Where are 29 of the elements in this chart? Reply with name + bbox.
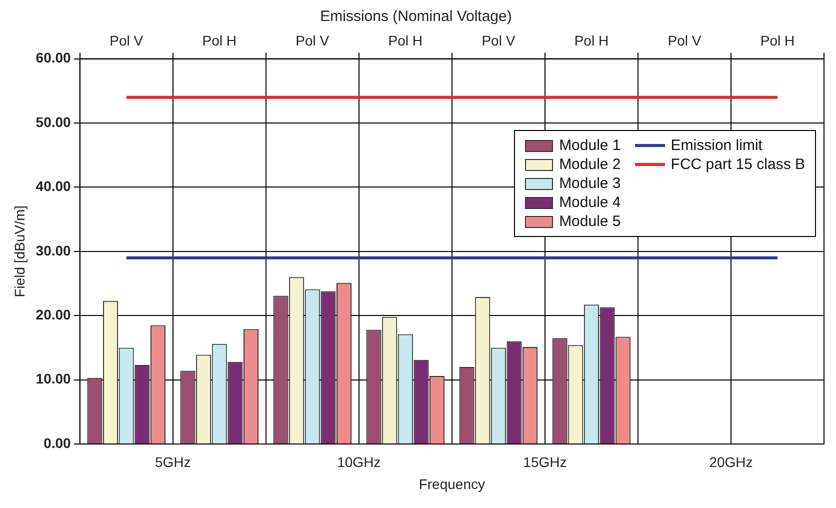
x-tick-label: Pol H bbox=[388, 32, 423, 48]
legend-label: Module 5 bbox=[559, 213, 621, 230]
x-tick-label: Pol V bbox=[296, 32, 330, 48]
x-tick-label: Pol V bbox=[668, 32, 702, 48]
y-tick-label: 0.00 bbox=[44, 434, 72, 451]
legend-label: Module 3 bbox=[559, 175, 621, 192]
text: 5GHz bbox=[154, 454, 191, 470]
y-tick-label: 60.00 bbox=[36, 50, 72, 66]
x-tick-label: Pol H bbox=[574, 32, 609, 48]
text: 10GHz bbox=[337, 454, 381, 470]
y-tick-label: 20.00 bbox=[36, 306, 72, 322]
y-tick-label: 10.00 bbox=[36, 370, 72, 387]
text: 15GHz bbox=[523, 454, 567, 470]
legend-label: Emission limit bbox=[670, 137, 762, 154]
text: 20GHz bbox=[709, 454, 753, 470]
x-tick-label: Pol V bbox=[482, 32, 516, 48]
y-axis-title: Field [dBuV/m] bbox=[11, 205, 28, 298]
legend-label: Module 4 bbox=[559, 194, 621, 211]
x-tick-label: Pol V bbox=[110, 32, 144, 48]
x-axis-title: Frequency bbox=[418, 476, 485, 492]
y-tick-label: 40.00 bbox=[36, 178, 72, 194]
legend-label: Module 2 bbox=[559, 156, 621, 173]
y-tick-label: 30.00 bbox=[36, 242, 72, 258]
x-tick-label: Pol H bbox=[202, 32, 236, 48]
legend-label: Module 1 bbox=[559, 137, 621, 154]
y-tick-label: 50.00 bbox=[36, 114, 72, 130]
x-tick-label: Pol H bbox=[760, 32, 795, 48]
legend-label: FCC part 15 class B bbox=[670, 156, 805, 173]
chart-title: Emissions (Nominal Voltage) bbox=[320, 8, 512, 26]
